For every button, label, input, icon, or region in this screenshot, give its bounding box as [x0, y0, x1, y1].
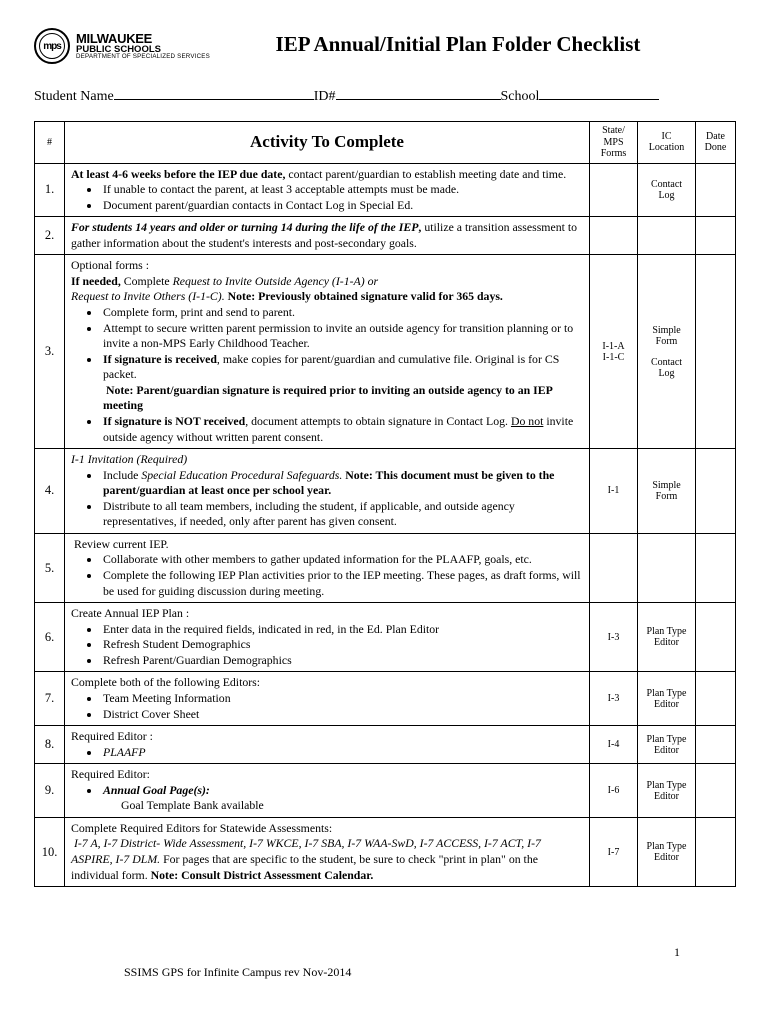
activity-cell: Complete both of the following Editors:T… — [65, 672, 590, 726]
row-number: 10. — [35, 817, 65, 886]
location-cell — [638, 533, 696, 602]
date-done-cell[interactable] — [696, 255, 736, 449]
header: mps MILWAUKEE PUBLIC SCHOOLS DEPARTMENT … — [34, 28, 736, 64]
forms-cell: I-1 — [590, 449, 638, 534]
location-cell: ContactLog — [638, 163, 696, 217]
id-field[interactable] — [336, 86, 501, 100]
location-cell: Plan TypeEditor — [638, 726, 696, 764]
row-number: 2. — [35, 217, 65, 255]
table-row: 2.For students 14 years and older or tur… — [35, 217, 736, 255]
page-number: 1 — [674, 945, 680, 960]
forms-cell: I-3 — [590, 603, 638, 672]
col-header-done: DateDone — [696, 122, 736, 164]
forms-cell — [590, 163, 638, 217]
forms-cell: I-6 — [590, 764, 638, 818]
org-text: MILWAUKEE PUBLIC SCHOOLS DEPARTMENT OF S… — [76, 32, 210, 61]
date-done-cell[interactable] — [696, 603, 736, 672]
date-done-cell[interactable] — [696, 449, 736, 534]
student-name-label: Student Name — [34, 89, 114, 105]
row-number: 5. — [35, 533, 65, 602]
table-row: 5. Review current IEP.Collaborate with o… — [35, 533, 736, 602]
date-done-cell[interactable] — [696, 764, 736, 818]
org-dept: DEPARTMENT OF SPECIALIZED SERVICES — [76, 54, 210, 60]
date-done-cell[interactable] — [696, 726, 736, 764]
table-body: 1.At least 4-6 weeks before the IEP due … — [35, 163, 736, 887]
row-number: 4. — [35, 449, 65, 534]
date-done-cell[interactable] — [696, 817, 736, 886]
activity-cell: Optional forms :If needed, Complete Requ… — [65, 255, 590, 449]
forms-cell: I-7 — [590, 817, 638, 886]
forms-cell: I-1-AI-1-C — [590, 255, 638, 449]
table-row: 1.At least 4-6 weeks before the IEP due … — [35, 163, 736, 217]
location-cell: SimpleForm — [638, 449, 696, 534]
activity-cell: Complete Required Editors for Statewide … — [65, 817, 590, 886]
school-field[interactable] — [539, 86, 659, 100]
date-done-cell[interactable] — [696, 672, 736, 726]
activity-cell: Create Annual IEP Plan :Enter data in th… — [65, 603, 590, 672]
row-number: 8. — [35, 726, 65, 764]
location-cell: Plan TypeEditor — [638, 817, 696, 886]
row-number: 9. — [35, 764, 65, 818]
activity-cell: Review current IEP.Collaborate with othe… — [65, 533, 590, 602]
date-done-cell[interactable] — [696, 217, 736, 255]
table-row: 6.Create Annual IEP Plan :Enter data in … — [35, 603, 736, 672]
forms-cell — [590, 217, 638, 255]
col-header-num: # — [35, 122, 65, 164]
table-row: 4.I-1 Invitation (Required)Include Speci… — [35, 449, 736, 534]
row-number: 3. — [35, 255, 65, 449]
forms-cell — [590, 533, 638, 602]
location-cell: Plan TypeEditor — [638, 603, 696, 672]
checklist-table: # Activity To Complete State/MPSForms IC… — [34, 121, 736, 887]
activity-cell: Required Editor :PLAAFP — [65, 726, 590, 764]
activity-cell: At least 4-6 weeks before the IEP due da… — [65, 163, 590, 217]
location-cell: Plan TypeEditor — [638, 764, 696, 818]
row-number: 1. — [35, 163, 65, 217]
table-row: 7.Complete both of the following Editors… — [35, 672, 736, 726]
location-cell — [638, 217, 696, 255]
mps-logo-icon: mps — [34, 28, 70, 64]
student-info-row: Student Name ID# School — [34, 86, 736, 105]
row-number: 6. — [35, 603, 65, 672]
col-header-activity: Activity To Complete — [65, 122, 590, 164]
date-done-cell[interactable] — [696, 533, 736, 602]
id-label: ID# — [314, 89, 336, 105]
location-cell: Plan TypeEditor — [638, 672, 696, 726]
school-label: School — [501, 89, 540, 105]
forms-cell: I-3 — [590, 672, 638, 726]
title-wrap: IEP Annual/Initial Plan Folder Checklist — [220, 28, 736, 57]
student-name-field[interactable] — [114, 86, 314, 100]
table-row: 9.Required Editor:Annual Goal Page(s):Go… — [35, 764, 736, 818]
activity-cell: For students 14 years and older or turni… — [65, 217, 590, 255]
logo-text: mps — [43, 41, 61, 52]
date-done-cell[interactable] — [696, 163, 736, 217]
table-header-row: # Activity To Complete State/MPSForms IC… — [35, 122, 736, 164]
table-row: 8.Required Editor :PLAAFPI-4Plan TypeEdi… — [35, 726, 736, 764]
location-cell: SimpleFormContactLog — [638, 255, 696, 449]
org-name: MILWAUKEE — [76, 32, 210, 45]
table-row: 3.Optional forms :If needed, Complete Re… — [35, 255, 736, 449]
table-row: 10.Complete Required Editors for Statewi… — [35, 817, 736, 886]
forms-cell: I-4 — [590, 726, 638, 764]
col-header-location: ICLocation — [638, 122, 696, 164]
logo-block: mps MILWAUKEE PUBLIC SCHOOLS DEPARTMENT … — [34, 28, 210, 64]
col-header-forms: State/MPSForms — [590, 122, 638, 164]
activity-cell: Required Editor:Annual Goal Page(s):Goal… — [65, 764, 590, 818]
footer-text: SSIMS GPS for Infinite Campus rev Nov-20… — [124, 965, 351, 980]
page-title: IEP Annual/Initial Plan Folder Checklist — [220, 32, 696, 57]
activity-cell: I-1 Invitation (Required)Include Special… — [65, 449, 590, 534]
row-number: 7. — [35, 672, 65, 726]
